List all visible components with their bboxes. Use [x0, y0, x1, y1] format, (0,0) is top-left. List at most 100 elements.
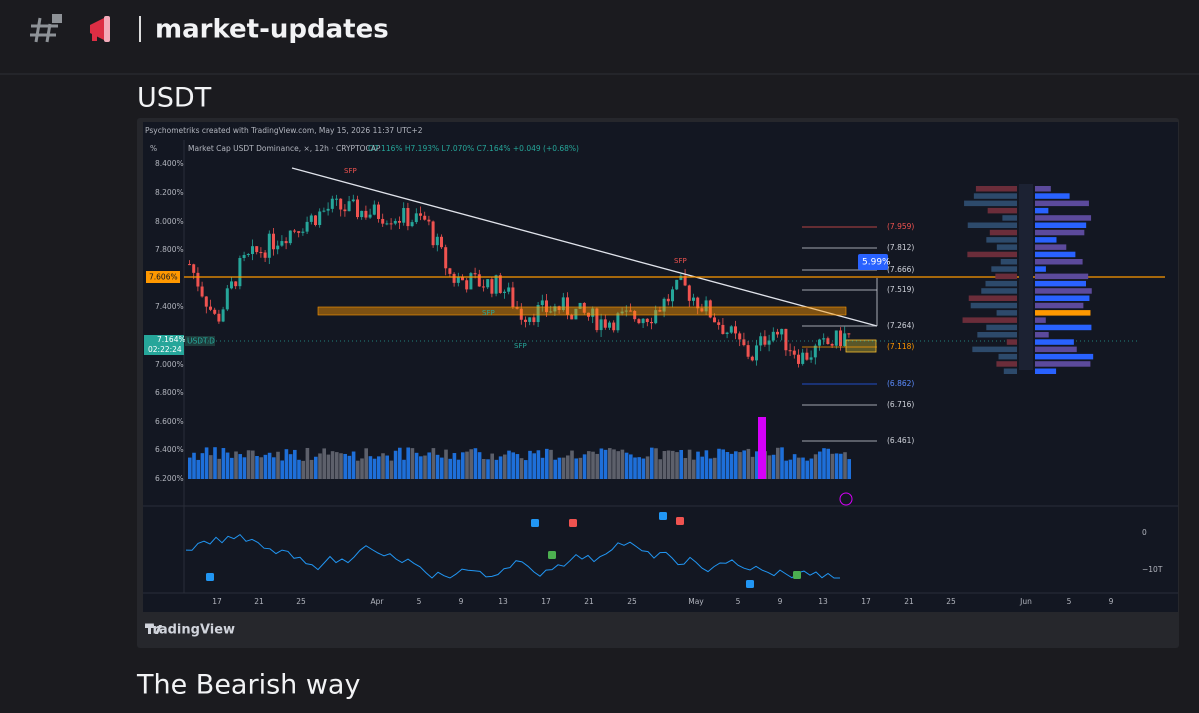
volume-bar [209, 455, 213, 479]
candle [461, 277, 464, 281]
signal-marker [569, 519, 577, 527]
volume-bar [410, 448, 415, 479]
time-label: 21 [904, 597, 914, 606]
candle [545, 300, 548, 313]
candle [797, 354, 800, 364]
candle [696, 297, 700, 309]
candle [666, 298, 670, 302]
volume-bar [486, 459, 490, 479]
ticker: USDT.D [187, 337, 215, 346]
level-tag [146, 271, 180, 283]
candle [763, 336, 767, 345]
volume-bar [566, 455, 570, 479]
candle [255, 246, 259, 253]
channel-name: market-updates [155, 15, 389, 45]
candle [423, 215, 427, 220]
volume-bar [561, 457, 566, 479]
volume-bar [356, 460, 360, 479]
countdown: 02:22:24 [148, 345, 182, 354]
candle [637, 319, 641, 324]
candle [372, 204, 376, 215]
volume-bar [658, 459, 662, 479]
profile-right [1035, 237, 1057, 243]
time-label: 17 [541, 597, 551, 606]
time-label: 17 [861, 597, 871, 606]
candle [431, 221, 435, 246]
profile-right [1035, 339, 1074, 345]
candle [314, 215, 317, 225]
volume-bar [788, 459, 793, 479]
candle [234, 281, 238, 287]
candle [246, 254, 250, 256]
candle [616, 313, 620, 331]
annotation: SFP [344, 167, 357, 175]
volume-bar [704, 450, 709, 479]
time-label: May [688, 597, 704, 606]
candle [473, 273, 477, 275]
volume-bar [645, 456, 650, 479]
volume-bar [834, 453, 839, 479]
volume-bar [574, 458, 578, 479]
candle [843, 333, 847, 346]
unit: % [150, 144, 157, 153]
volume-bar [204, 447, 209, 479]
volume-bar [368, 456, 373, 479]
time-label: 25 [946, 597, 956, 606]
volume-bar [200, 453, 205, 479]
volume-bar [843, 452, 847, 479]
candle [225, 288, 229, 310]
volume-spike [758, 417, 766, 479]
candle [213, 309, 217, 314]
time-label: 21 [254, 597, 264, 606]
candle [456, 277, 460, 283]
volume-bar [335, 452, 339, 479]
candle [465, 280, 469, 290]
candle [251, 246, 254, 255]
volume-bar [326, 454, 331, 479]
candle [192, 264, 196, 273]
candle [750, 356, 754, 361]
price-label: 8.200% [155, 188, 184, 197]
signal-marker [206, 573, 214, 581]
candle [540, 300, 544, 306]
volume-bar [440, 457, 444, 479]
volume-bar [309, 459, 314, 479]
candle [792, 350, 796, 355]
trendline [291, 167, 878, 327]
ohlc: O7.116% H7.193% L7.070% C7.164% +0.049 (… [368, 144, 579, 153]
volume-bar [822, 448, 826, 479]
profile-right [1035, 353, 1094, 360]
candle [381, 218, 385, 224]
volume-bar [263, 454, 268, 479]
volume-bar [847, 459, 851, 479]
profile-left [972, 346, 1017, 353]
candle [385, 223, 389, 225]
candle [503, 291, 506, 293]
candle [553, 306, 557, 312]
volume-bar [839, 453, 843, 479]
candle [284, 241, 288, 244]
volume-bar [776, 447, 780, 479]
volume-bar [708, 458, 713, 479]
fib-label: (7.519) [887, 285, 914, 294]
volume-bar [809, 458, 814, 479]
profile-left [967, 222, 1017, 228]
osc-label: 0 [1142, 528, 1147, 537]
candle [755, 345, 758, 361]
volume-bar [717, 448, 721, 479]
osc-label: −10T [1142, 565, 1163, 574]
volume-bar [696, 451, 700, 479]
candle [406, 208, 410, 227]
candle [419, 213, 422, 216]
candle [209, 306, 212, 310]
fib-label: (7.666) [887, 265, 914, 274]
time-label: 13 [498, 597, 508, 606]
candle [398, 220, 401, 223]
volume-bar [251, 450, 255, 479]
volume-bar [805, 460, 809, 479]
candle [532, 317, 536, 323]
volume-bar [498, 456, 503, 479]
volume-bar [528, 450, 532, 479]
volume-bar [633, 457, 637, 479]
